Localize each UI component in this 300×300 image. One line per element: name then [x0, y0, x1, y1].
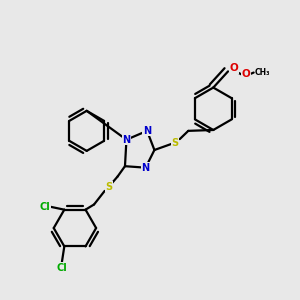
Text: N: N: [143, 126, 151, 136]
Text: O: O: [230, 63, 238, 74]
Text: O: O: [242, 69, 251, 79]
Text: S: S: [105, 182, 112, 192]
Text: Cl: Cl: [57, 262, 67, 273]
Text: N: N: [122, 135, 130, 145]
Text: Cl: Cl: [40, 202, 50, 212]
Text: S: S: [172, 138, 178, 148]
Text: CH₃: CH₃: [255, 68, 271, 77]
Text: N: N: [142, 163, 150, 173]
